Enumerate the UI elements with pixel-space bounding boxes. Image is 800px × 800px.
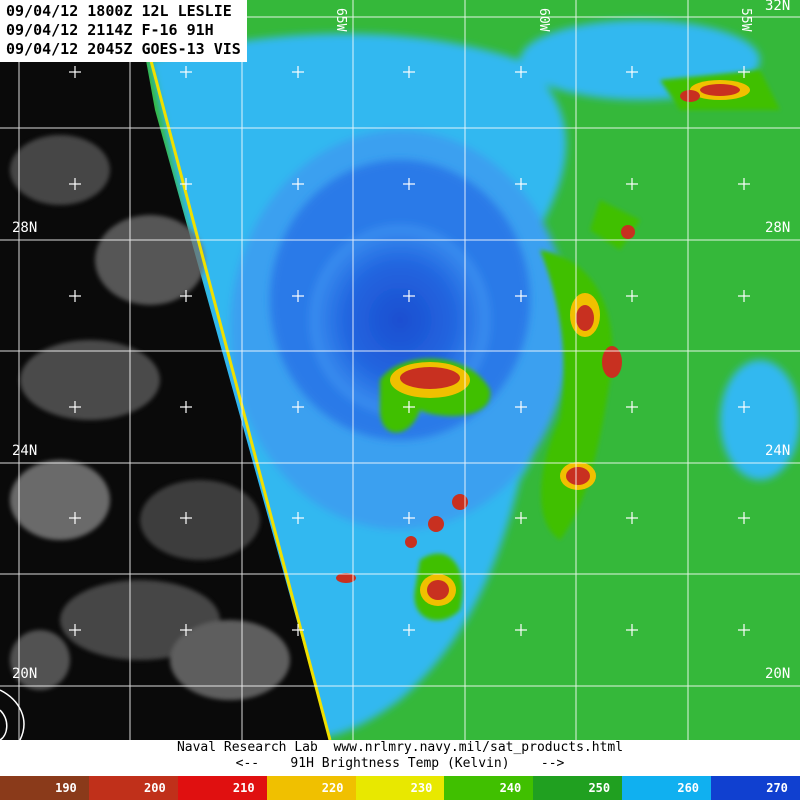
header-line-3: 09/04/12 2045Z GOES-13 VIS	[6, 40, 241, 58]
lat-label-20n-left: 20N	[12, 666, 38, 682]
lat-label-28n-right: 28N	[765, 220, 791, 236]
lat-label-32n: 32N	[765, 0, 791, 14]
colorbar-tick-label: 220	[321, 781, 344, 795]
colorbar-segment: 270	[711, 776, 800, 800]
satellite-imagery	[0, 0, 800, 776]
colorbar-tick-label: 270	[766, 781, 788, 795]
credit-bar: Naval Research Lab www.nrlmry.navy.mil/s…	[0, 740, 800, 776]
colorbar-segment: 220	[266, 776, 356, 800]
lat-lon-grid	[0, 0, 800, 740]
lon-label-60w: 60W	[536, 8, 551, 32]
colorbar-tick-label: 190	[55, 781, 77, 795]
convective-cells	[336, 80, 750, 606]
colorbar-tick-label: 240	[499, 781, 522, 795]
colorbar-tick-label: 260	[677, 781, 700, 795]
product-header: 09/04/12 1800Z 12L LESLIE 09/04/12 2114Z…	[0, 0, 247, 62]
lat-label-24n-right: 24N	[765, 443, 791, 459]
swath-boundary	[133, 0, 332, 741]
colorbar-segment: 240	[444, 776, 534, 800]
lat-label-24n-left: 24N	[12, 443, 38, 459]
colorbar-segment: 200	[88, 776, 178, 800]
visible-clouds	[10, 135, 290, 700]
colorbar-segment: 230	[355, 776, 445, 800]
colorbar-tick-label: 250	[588, 781, 611, 795]
coastline	[0, 689, 25, 741]
lon-label-55w: 55W	[738, 8, 753, 32]
credit-line: Naval Research Lab www.nrlmry.navy.mil/s…	[176, 740, 624, 755]
colorbar-segment: 250	[533, 776, 623, 800]
lat-label-20n-right: 20N	[765, 666, 791, 682]
colorbar-tick-label: 230	[410, 781, 433, 795]
lon-label-65w: 65W	[333, 8, 348, 32]
grid-crosshairs	[69, 66, 750, 636]
colorbar-segment: 260	[622, 776, 712, 800]
colorbar-title: <-- 91H Brightness Temp (Kelvin) -->	[235, 756, 565, 771]
colorbar-segment: 210	[177, 776, 267, 800]
header-line-2: 09/04/12 2114Z F-16 91H	[6, 21, 214, 39]
colorbar: 190 200 210 220 230 240 250 260 270	[0, 776, 800, 800]
lat-label-28n-left: 28N	[12, 220, 38, 236]
colorbar-segment: 190	[0, 776, 89, 800]
colorbar-tick-label: 210	[232, 781, 255, 795]
colorbar-tick-label: 200	[144, 781, 166, 795]
header-line-1: 09/04/12 1800Z 12L LESLIE	[6, 2, 232, 20]
